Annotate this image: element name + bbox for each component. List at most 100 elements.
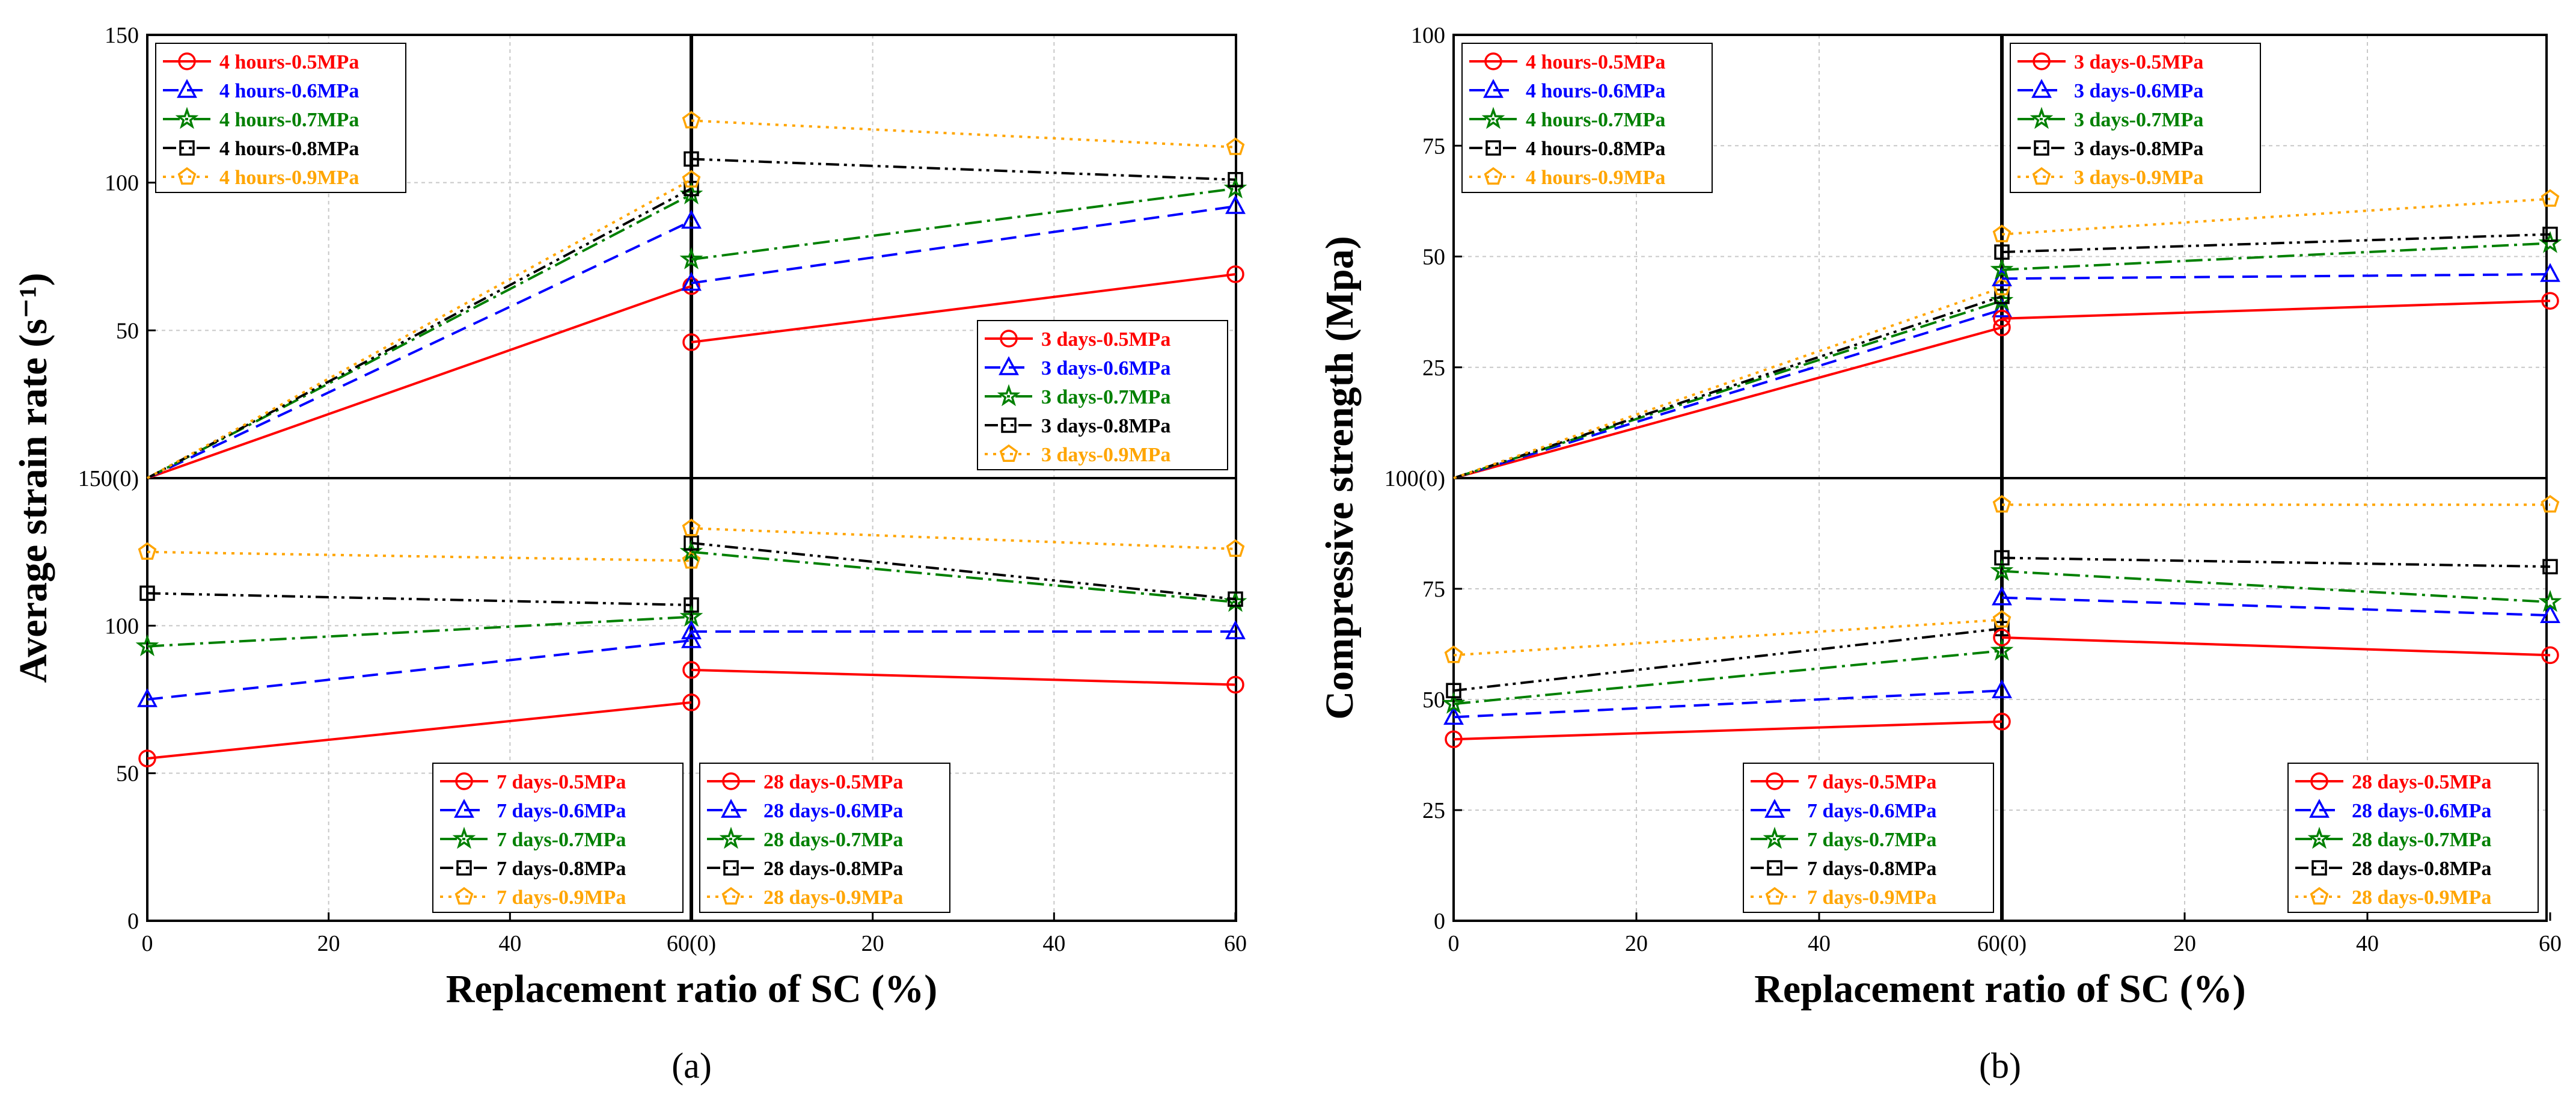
legend-marker	[2030, 106, 2054, 129]
legend-marker	[2310, 886, 2329, 905]
data-point	[1445, 730, 1463, 748]
legend-marker	[456, 860, 472, 876]
data-point	[681, 629, 702, 648]
data-point	[1444, 645, 1463, 663]
series-line	[1453, 326, 2002, 479]
data-point	[679, 247, 703, 269]
y-tick-label: 50	[1422, 245, 1445, 270]
panel-b-bottom-left: 7 days-0.5MPa 7 days-0.6MPa 7 days-0.7MPa 7…	[1442, 610, 2014, 913]
series-line	[691, 205, 1236, 284]
data-point	[681, 620, 702, 639]
data-point	[1990, 257, 2014, 280]
legend-marker	[1000, 330, 1018, 348]
data-point	[2542, 226, 2558, 242]
legend-marker	[1764, 799, 1785, 818]
x-tick-label: 60	[2539, 931, 2562, 956]
data-point	[684, 597, 699, 613]
legend-marker	[1484, 167, 1503, 185]
series-line	[691, 273, 1236, 343]
legend-label: 28 days-0.7MPa	[2352, 829, 2491, 851]
y-tick-label: 25	[1422, 355, 1445, 381]
x-tick-label: 60	[1224, 931, 1247, 956]
data-point	[1993, 309, 2011, 328]
data-point	[684, 180, 699, 197]
series-line	[2001, 570, 2551, 604]
legend-marker	[1001, 417, 1017, 433]
data-point	[1990, 559, 2014, 581]
data-point	[1992, 610, 2012, 628]
data-point	[138, 749, 156, 767]
data-point	[1446, 683, 1461, 699]
data-point	[682, 518, 701, 536]
legend-marker	[1763, 826, 1787, 849]
data-point	[135, 634, 159, 657]
legend-label: 4 hours-0.5MPa	[1526, 51, 1665, 73]
y-tick-labels: 100(0) 25 50 75 100 0 25 50 75	[1384, 23, 1462, 934]
data-point	[1225, 620, 1246, 639]
series-line	[691, 668, 1236, 686]
series-line	[147, 550, 692, 562]
y-axis-title: Compressive strength (Mpa)	[1318, 236, 1362, 719]
data-point	[1992, 224, 2012, 242]
panel-b-top-right: 3 days-0.5MPa 3 days-0.6MPa 3 days-0.7MPa 3…	[1990, 43, 2562, 328]
legend: 28 days-0.5MPa 28 days-0.6MPa 28 days-0.7M…	[699, 763, 950, 913]
series-line	[147, 615, 692, 648]
x-tick-label: 0	[1448, 931, 1460, 956]
legend-label: 28 days-0.5MPa	[763, 771, 903, 793]
legend-label: 28 days-0.6MPa	[763, 800, 903, 822]
data-point	[1228, 591, 1243, 607]
legend-label: 28 days-0.5MPa	[2352, 771, 2491, 793]
legend-marker	[999, 444, 1018, 462]
series-line	[1453, 308, 2002, 479]
data-point	[1994, 244, 2010, 260]
legend-marker	[1485, 140, 1501, 156]
y-tick-label: 50	[116, 318, 139, 343]
data-point	[137, 688, 158, 707]
data-point	[1993, 628, 2011, 647]
legend-marker	[179, 140, 195, 156]
legend-marker	[175, 106, 199, 129]
series-line	[1453, 627, 2002, 692]
legend-label: 7 days-0.8MPa	[497, 858, 626, 880]
legend-marker	[452, 826, 476, 849]
data-point	[2542, 559, 2558, 574]
legend-label: 4 hours-0.7MPa	[219, 109, 359, 131]
legend: 4 hours-0.5MPa 4 hours-0.6MPa 4 hours-0.7M…	[1461, 43, 1713, 193]
legend-label: 3 days-0.8MPa	[1041, 415, 1170, 437]
legend-marker	[719, 826, 743, 849]
x-tick-labels: 0 20 40 60(0) 20 40 60	[1448, 912, 2562, 956]
legend-label: 3 days-0.9MPa	[2074, 167, 2203, 189]
series-line	[147, 220, 692, 479]
panel-a-top-left: 4 hours-0.5MPa 4 hours-0.6MPa 4 hours-0.7M…	[147, 43, 703, 479]
data-point	[1442, 692, 1466, 714]
legend-label: 3 days-0.5MPa	[2074, 51, 2203, 73]
x-tick-label: 40	[498, 931, 521, 956]
data-point	[1993, 318, 2011, 337]
legend-label: 3 days-0.6MPa	[2074, 80, 2203, 102]
panel-b-top-left: 4 hours-0.5MPa 4 hours-0.6MPa 4 hours-0.7M…	[1453, 43, 2014, 479]
legend-label: 4 hours-0.9MPa	[219, 167, 359, 189]
legend-label: 3 days-0.9MPa	[1041, 444, 1170, 466]
legend-label: 4 hours-0.6MPa	[219, 80, 359, 102]
y-axis-title: Average strain rate (s⁻¹)	[11, 273, 55, 683]
data-point	[684, 151, 699, 167]
legend-label: 28 days-0.9MPa	[763, 886, 903, 909]
legend-label: 4 hours-0.7MPa	[1526, 109, 1665, 131]
x-axis-title: Replacement ratio of SC (%)	[1754, 967, 2245, 1011]
legend-marker	[997, 384, 1021, 407]
legend-label: 3 days-0.6MPa	[1041, 357, 1170, 379]
legend-label: 28 days-0.8MPa	[763, 858, 903, 880]
data-point	[682, 111, 701, 129]
legend-marker	[1767, 860, 1782, 876]
y-tick-label: 0	[127, 909, 139, 934]
series-line	[2001, 273, 2551, 280]
legend-marker	[2034, 140, 2049, 156]
series-line	[2001, 596, 2551, 617]
legend-label: 7 days-0.8MPa	[1807, 858, 1936, 880]
legend-marker	[999, 356, 1019, 375]
legend: 7 days-0.5MPa 7 days-0.6MPa 7 days-0.7MPa 7…	[1743, 763, 1994, 913]
y-tick-label: 150(0)	[78, 466, 139, 491]
y-tick-label: 75	[1422, 577, 1445, 602]
legend-label: 7 days-0.7MPa	[497, 829, 626, 851]
